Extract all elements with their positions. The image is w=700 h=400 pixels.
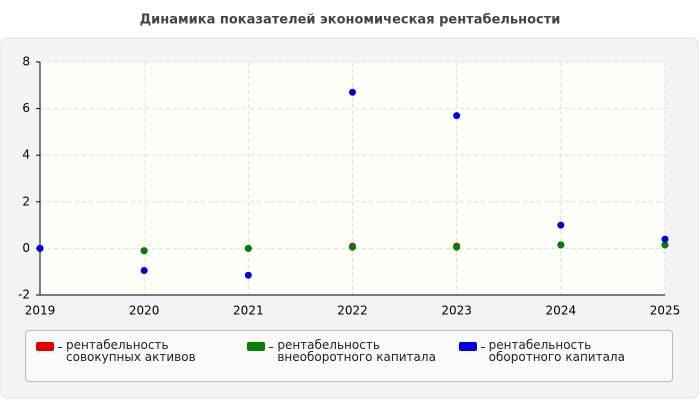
point [453,243,461,251]
x-tick-label: 2024 [546,304,577,318]
legend-dash [58,347,62,348]
point [140,267,148,275]
legend-swatch [458,342,477,351]
point [36,244,44,252]
legend-label: рентабельность внеоборотного капитала [277,338,436,364]
y-tick-label: 8 [22,55,30,69]
legend: рентабельность совокупных активов рентабе… [25,330,673,382]
y-tick-label: 0 [22,241,30,255]
legend-label: рентабельность оборотного капитала [488,338,625,364]
point [453,112,461,120]
point [244,244,252,252]
x-tick-label: 2019 [25,304,56,318]
point [349,88,356,96]
legend-item: рентабельность оборотного капитала [455,339,666,381]
x-tick-label: 2025 [650,304,681,318]
chart-title: Динамика показателей экономическая рента… [140,13,561,28]
x-tick-label: 2021 [233,304,264,318]
legend-label: рентабельность совокупных активов [66,338,196,364]
y-tick-label: -2 [18,288,30,302]
point [140,247,148,255]
legend-dash [480,347,485,348]
x-tick-label: 2020 [129,304,160,318]
point [557,221,565,229]
legend-swatch [247,342,266,351]
legend-item: рентабельность внеоборотного капитала [243,339,454,381]
point [661,235,669,243]
legend-swatch [36,342,54,351]
point [557,241,565,249]
legend-item: рентабельность совокупных активов [32,339,243,381]
point [349,243,356,251]
y-tick-label: 2 [22,194,30,208]
x-tick-label: 2023 [441,304,472,318]
y-tick-label: 4 [22,148,30,162]
legend-dash [269,347,274,348]
point [244,271,252,279]
y-tick-label: 6 [22,101,30,115]
x-tick-label: 2022 [337,304,368,318]
point [661,241,669,249]
